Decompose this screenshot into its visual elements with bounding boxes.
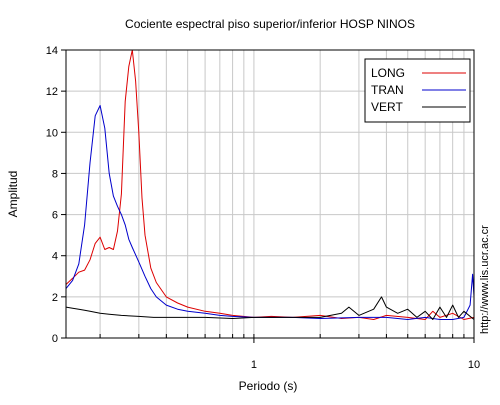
y-tick-label: 0 — [52, 333, 58, 345]
plot-frame — [65, 49, 475, 339]
side-url-annotation: http://www.lis.ucr.ac.cr — [479, 225, 491, 334]
series-line-long — [65, 49, 475, 320]
x-tick-label: 10 — [468, 359, 480, 371]
legend-label-vert: VERT — [371, 100, 403, 114]
series-line-tran — [65, 105, 475, 320]
y-axis-label: Amplitud — [6, 171, 20, 218]
chart-title: Cociente espectral piso superior/inferio… — [125, 17, 415, 31]
legend-label-long: LONG — [371, 66, 405, 80]
series-lines — [65, 49, 475, 320]
legend-label-tran: TRAN — [371, 83, 404, 97]
x-tick-label: 1 — [251, 359, 257, 371]
chart-legend: LONG TRAN VERT — [364, 58, 471, 123]
y-tick-label: 10 — [46, 127, 58, 139]
y-tick-label: 6 — [52, 210, 58, 222]
series-line-vert — [65, 296, 475, 320]
axis-ticks: 0 2 4 6 8 10 12 14 1 10 — [46, 45, 480, 371]
y-tick-label: 14 — [46, 45, 58, 57]
y-tick-label: 12 — [46, 86, 58, 98]
y-tick-label: 4 — [52, 251, 58, 263]
y-tick-label: 8 — [52, 168, 58, 180]
x-axis-label: Periodo (s) — [239, 379, 298, 393]
y-tick-label: 2 — [52, 292, 58, 304]
